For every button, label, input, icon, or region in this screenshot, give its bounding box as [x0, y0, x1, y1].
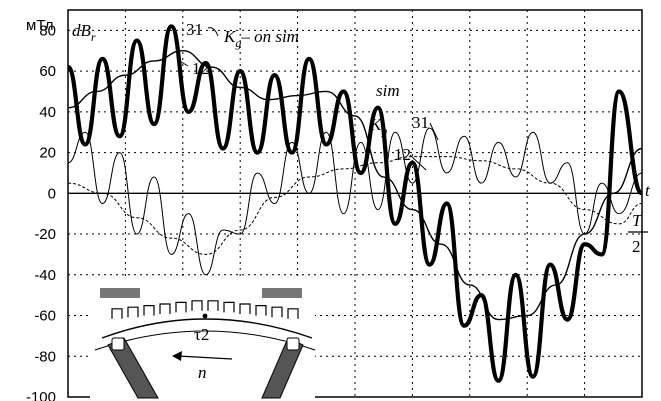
y-tick-label: -40	[34, 267, 56, 284]
y-tick-label: 60	[39, 63, 56, 80]
y-symbol-label: dBr	[72, 21, 96, 44]
annotation-n: n	[198, 363, 207, 382]
x-end-label-denominator: 2	[632, 237, 641, 256]
y-tick-label: -20	[34, 226, 56, 243]
stator-tooth	[287, 308, 299, 319]
stator-tooth	[127, 306, 139, 318]
y-tick-label: 80	[39, 22, 56, 39]
series-line-kg_on_12	[67, 50, 643, 321]
stator-tooth	[239, 303, 251, 314]
stator-tooth	[207, 300, 219, 311]
annotation-mid-31: 31	[412, 113, 429, 132]
stator-tooth	[223, 301, 235, 313]
annotation-top-31: 31	[186, 20, 203, 39]
leader-mid-12	[409, 154, 427, 171]
rotation-arrow-head	[172, 351, 182, 361]
stator-teeth	[100, 288, 302, 319]
right-slot-top	[286, 337, 300, 351]
tau-marker-dot	[202, 313, 208, 319]
series-layer	[65, 24, 645, 383]
stator-hatch-left	[100, 288, 140, 298]
stator-tooth	[255, 305, 267, 316]
annotation-top-12: 12	[192, 59, 209, 78]
grid-lines	[68, 10, 642, 398]
stator-tooth	[271, 306, 283, 318]
x-end-label-numerator: T	[632, 211, 643, 230]
leader-top-12	[177, 59, 189, 67]
stator-tooth	[111, 308, 123, 319]
y-tick-label: -60	[34, 308, 56, 325]
stator-tooth	[159, 303, 171, 314]
y-tick-label: 40	[39, 104, 56, 121]
stator-tooth	[143, 305, 155, 316]
leader-top-31	[207, 27, 219, 37]
annotation-tau2: τ2	[194, 325, 209, 344]
y-tick-label: -80	[34, 348, 56, 365]
stator-tooth	[191, 300, 203, 311]
y-tick-label: 20	[39, 145, 56, 162]
annotation-mid-sim: sim	[376, 81, 400, 100]
x-axis-label: t	[645, 181, 651, 200]
y-tick-label: 0	[48, 185, 56, 202]
leader-mid-31	[429, 122, 439, 141]
annotation-mid-12: 12	[394, 145, 411, 164]
stator-hatch-right	[262, 288, 302, 298]
y-unit-label: мТл	[26, 17, 54, 34]
y-tick-label: -100	[26, 389, 56, 401]
annotation-top-kg: Kg– on sim	[223, 27, 299, 50]
rotation-arrow-shaft	[177, 355, 233, 360]
rotor-arc	[101, 318, 313, 339]
left-slot-top	[111, 337, 125, 351]
series-line-kg_sim_31	[67, 127, 643, 276]
machine-inset: τ2 n	[90, 280, 316, 399]
y-tick-labels: 80 60 40 20 0 -20 -40 -60 -80 -100	[26, 22, 56, 401]
annotation-mid-kg: Kg	[369, 115, 387, 138]
stator-tooth	[175, 301, 187, 313]
